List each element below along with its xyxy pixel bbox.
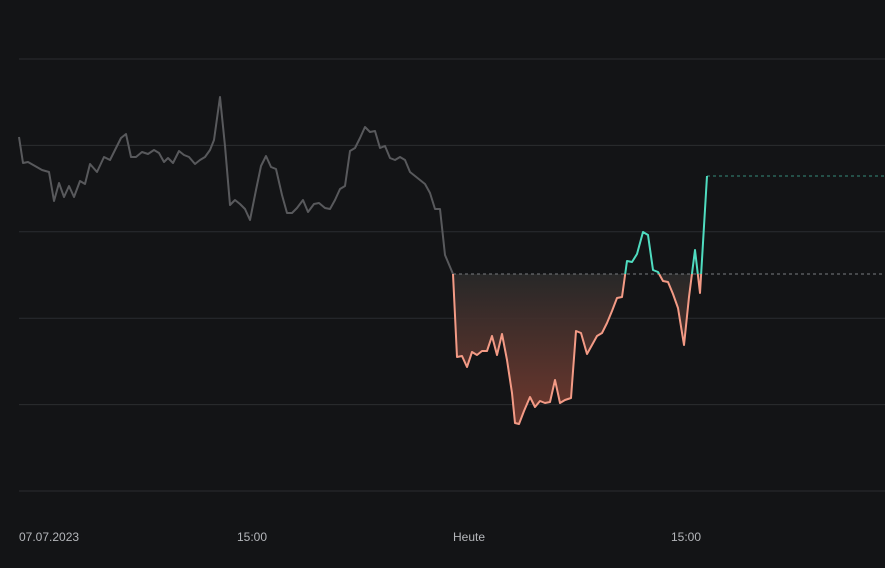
price-line [452, 175, 708, 425]
x-tick-label: 15:00 [237, 530, 267, 544]
loss-area [453, 274, 707, 424]
x-tick-label: 07.07.2023 [19, 530, 79, 544]
x-tick-label: 15:00 [671, 530, 701, 544]
x-tick-label: Heute [453, 530, 485, 544]
price-line [18, 96, 454, 275]
